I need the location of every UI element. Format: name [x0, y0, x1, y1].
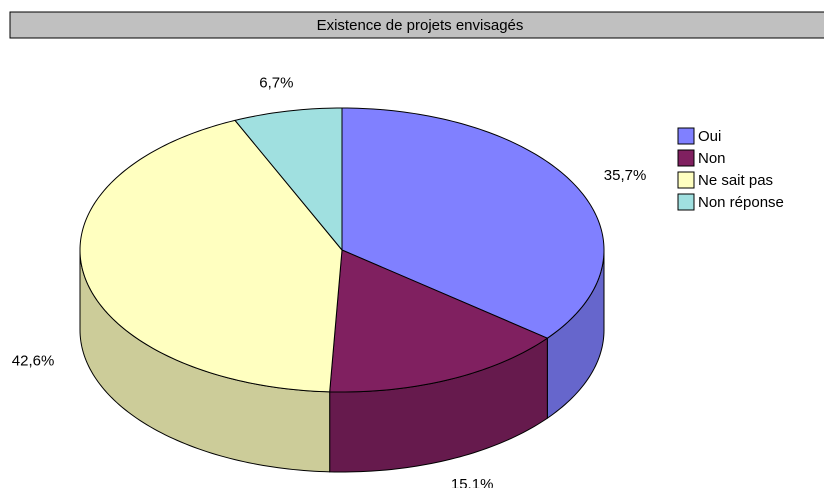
title-bar: [9, 11, 824, 39]
data-label: 15,1%: [451, 476, 494, 488]
legend-swatch: [677, 149, 695, 167]
slice: [329, 249, 549, 393]
legend-label: Non réponse: [698, 194, 784, 211]
data-label: 6,7%: [259, 74, 293, 91]
data-label: 35,7%: [604, 167, 647, 184]
legend-swatch: [677, 171, 695, 189]
slice: [79, 119, 343, 393]
slice: [341, 107, 605, 339]
slice: [234, 107, 343, 252]
legend-label: Oui: [698, 128, 721, 145]
data-label: 42,6%: [12, 353, 55, 370]
legend-swatch: [677, 127, 695, 145]
legend-label: Non: [698, 150, 726, 167]
legend-label: Ne sait pas: [698, 172, 773, 189]
chart-title: Existence de projets envisagés: [317, 17, 524, 34]
legend-swatch: [677, 193, 695, 211]
